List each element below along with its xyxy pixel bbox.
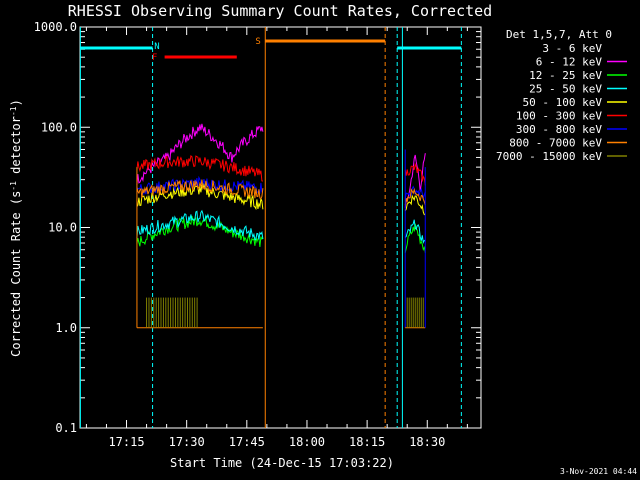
- y-axis-label: Corrected Count Rate (s-1 detector-1): [9, 99, 24, 357]
- flag-label: S: [255, 37, 260, 47]
- series-layer: [79, 27, 462, 428]
- series-line: [404, 162, 426, 186]
- x-tick-label: 18:00: [289, 435, 325, 449]
- legend-label: 25 - 50 keV: [529, 83, 602, 96]
- chart-title: RHESSI Observing Summary Count Rates, Co…: [68, 2, 492, 20]
- flag-label: N: [154, 42, 159, 52]
- x-tick-label: 18:30: [409, 435, 445, 449]
- series-line: [136, 123, 264, 185]
- y-axis-ticks: 1000.0 100.0 10.0 1.0 0.1: [34, 20, 481, 435]
- series-line: [136, 154, 264, 182]
- y-tick-label: 10.0: [48, 221, 77, 235]
- y-tick-label: 0.1: [55, 421, 77, 435]
- legend-label: 7000 - 15000 keV: [496, 150, 602, 163]
- series-line: [136, 182, 264, 211]
- legend-label: 50 - 100 keV: [523, 96, 603, 109]
- legend-label: 3 - 6 keV: [542, 42, 602, 55]
- legend-label: 100 - 300 keV: [516, 110, 602, 123]
- y-tick-label: 1000.0: [34, 20, 77, 34]
- series-line: [136, 179, 264, 200]
- x-axis-label: Start Time (24-Dec-15 17:03:22): [170, 456, 394, 470]
- series-line: [136, 131, 264, 184]
- x-axis-ticks: 17:15 17:30 17:45 18:00 18:15 18:30: [85, 27, 468, 449]
- x-tick-label: 17:30: [169, 435, 205, 449]
- legend-label: 12 - 25 keV: [529, 69, 602, 82]
- x-tick-label: 17:15: [108, 435, 144, 449]
- legend-label: 300 - 800 keV: [516, 123, 602, 136]
- series-line: [404, 144, 426, 189]
- x-tick-label: 17:45: [229, 435, 265, 449]
- legend-header: Det 1,5,7, Att 0: [506, 28, 612, 41]
- series-line: [136, 209, 264, 241]
- series-line: [404, 194, 426, 216]
- y-tick-label: 100.0: [41, 120, 77, 134]
- timestamp: 3-Nov-2021 04:44: [560, 467, 637, 476]
- legend-label: 800 - 7000 keV: [509, 137, 602, 150]
- series-line: [404, 187, 426, 206]
- y-tick-label: 1.0: [55, 321, 77, 335]
- legend-label: 6 - 12 keV: [536, 56, 603, 69]
- x-tick-label: 18:15: [349, 435, 385, 449]
- series-line: [136, 215, 264, 247]
- plot-frame: [79, 26, 482, 429]
- flag-label: F: [152, 53, 157, 63]
- series-line: [404, 219, 426, 245]
- flag-bars: NF S: [80, 37, 462, 63]
- series-line: [404, 185, 426, 200]
- series-line: [404, 223, 426, 253]
